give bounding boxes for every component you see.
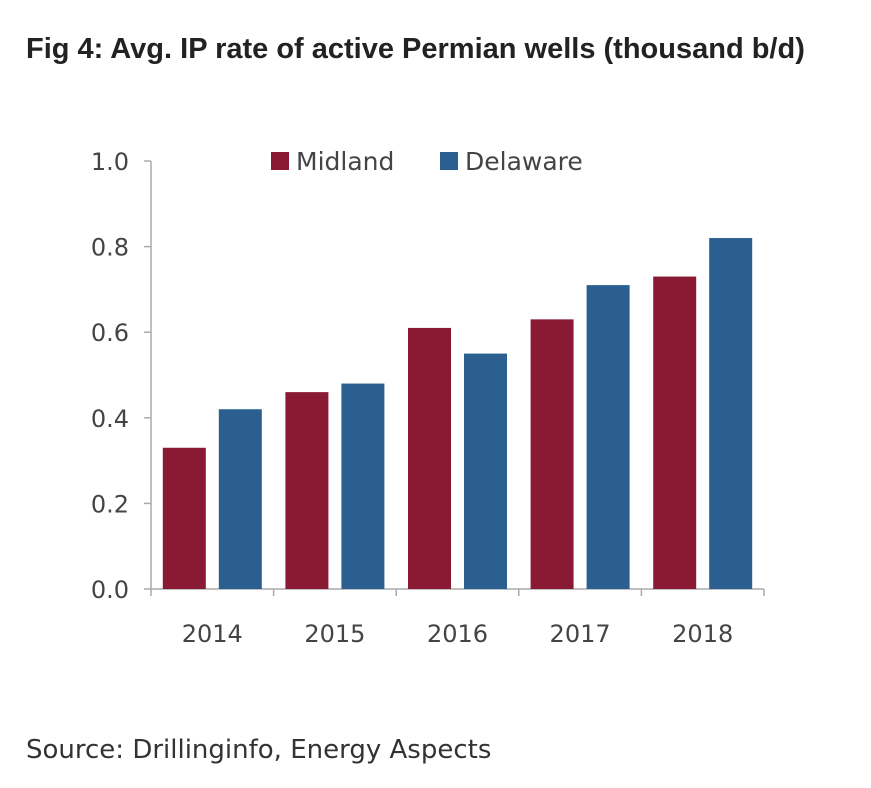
legend-swatch-delaware — [440, 152, 458, 170]
bar-midland-2014 — [162, 447, 206, 589]
x-tick-label: 2015 — [304, 620, 365, 648]
x-tick-label: 2018 — [672, 620, 733, 648]
x-tick-label: 2014 — [182, 620, 243, 648]
bar-delaware-2015 — [341, 383, 385, 589]
y-tick-label: 0.2 — [91, 490, 129, 518]
legend-label-delaware: Delaware — [465, 147, 583, 176]
chart-title: Fig 4: Avg. IP rate of active Permian we… — [26, 33, 805, 65]
x-tick-label: 2017 — [550, 620, 611, 648]
y-tick-label: 0.8 — [91, 234, 129, 262]
bar-midland-2017 — [530, 319, 574, 589]
bar-delaware-2014 — [218, 409, 262, 589]
bar-midland-2015 — [285, 392, 329, 589]
y-tick-label: 0.4 — [91, 405, 129, 433]
y-tick-label: 1.0 — [91, 148, 129, 176]
bar-midland-2018 — [653, 276, 697, 589]
legend-swatch-midland — [271, 152, 289, 170]
bar-delaware-2017 — [586, 285, 630, 589]
legend-label-midland: Midland — [296, 147, 394, 176]
bar-delaware-2018 — [709, 238, 753, 590]
y-tick-label: 0.6 — [91, 319, 129, 347]
bar-midland-2016 — [408, 327, 451, 589]
source-note: Source: Drillinginfo, Energy Aspects — [26, 735, 492, 765]
y-tick-label: 0.0 — [91, 576, 129, 604]
bar-delaware-2016 — [464, 353, 507, 589]
x-tick-label: 2016 — [427, 620, 488, 648]
